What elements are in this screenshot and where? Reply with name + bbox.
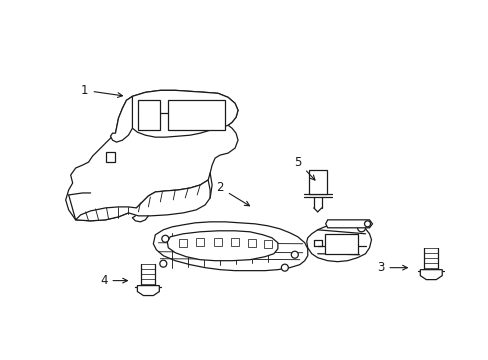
Polygon shape <box>420 270 441 280</box>
Polygon shape <box>324 234 357 254</box>
Circle shape <box>357 224 365 232</box>
Polygon shape <box>167 231 277 261</box>
Text: 2: 2 <box>216 181 249 206</box>
Polygon shape <box>76 180 210 221</box>
Polygon shape <box>196 238 203 246</box>
Polygon shape <box>214 238 222 246</box>
Polygon shape <box>264 240 271 248</box>
Polygon shape <box>110 96 132 142</box>
Polygon shape <box>127 90 238 137</box>
Polygon shape <box>138 100 160 130</box>
Polygon shape <box>179 239 187 247</box>
Circle shape <box>160 260 166 267</box>
Polygon shape <box>168 100 224 130</box>
Circle shape <box>281 264 288 271</box>
Text: 3: 3 <box>376 261 407 274</box>
Polygon shape <box>105 152 115 162</box>
Polygon shape <box>247 239 255 247</box>
Polygon shape <box>308 170 326 194</box>
Polygon shape <box>153 222 307 271</box>
Text: 5: 5 <box>294 156 314 180</box>
Polygon shape <box>230 238 239 246</box>
Circle shape <box>291 251 298 258</box>
Circle shape <box>162 235 168 242</box>
Polygon shape <box>306 224 371 262</box>
Polygon shape <box>137 285 159 296</box>
Text: 4: 4 <box>100 274 127 287</box>
Circle shape <box>364 221 370 227</box>
Polygon shape <box>65 90 238 221</box>
Polygon shape <box>325 220 372 228</box>
Text: 1: 1 <box>81 84 122 98</box>
